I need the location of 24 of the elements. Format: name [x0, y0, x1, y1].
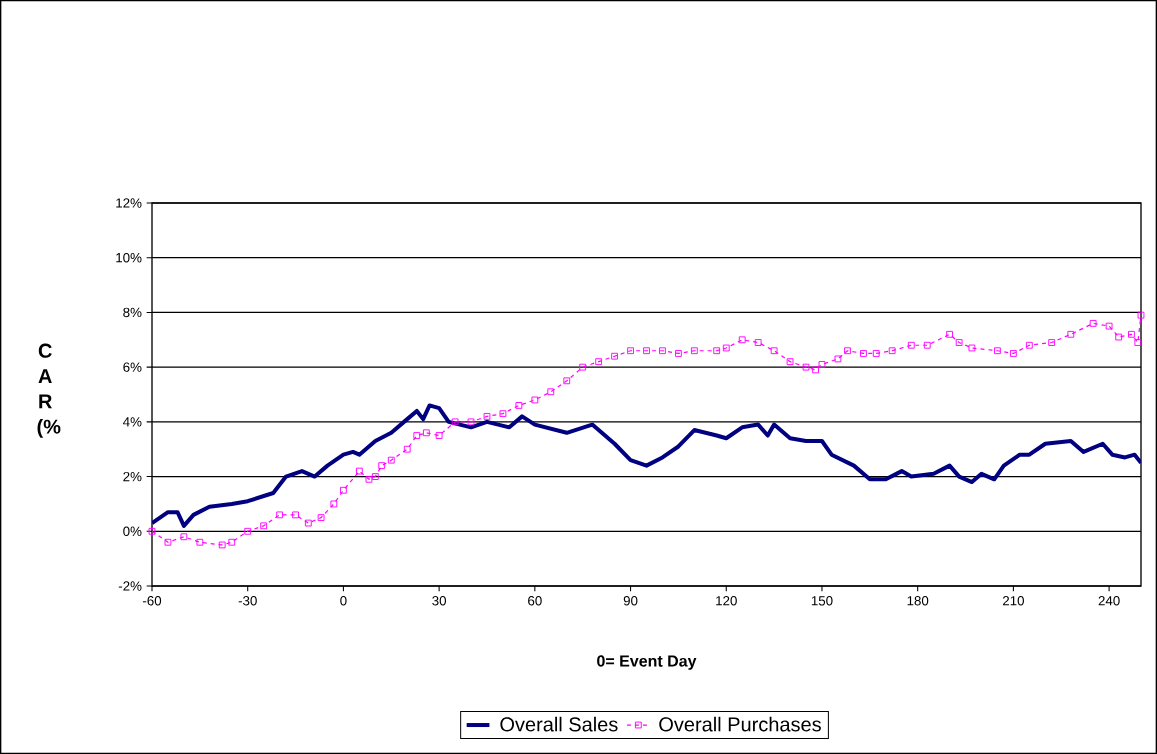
- x-tick-label: 180: [907, 596, 929, 606]
- x-tick-label: 60: [528, 596, 542, 606]
- y-tick-label: -2%: [118, 581, 142, 591]
- x-tick-label: 90: [623, 596, 638, 606]
- y-axis-title: C A R (%: [37, 343, 61, 438]
- x-axis-title: 0= Event Day: [597, 655, 697, 670]
- y-tick-label: 8%: [123, 307, 142, 318]
- x-tick-label: 0: [340, 596, 347, 606]
- line-series: [152, 403, 1141, 528]
- legend-label: Overall Purchases: [659, 716, 821, 732]
- x-tick-label: 120: [716, 596, 737, 606]
- x-tick-label: -30: [238, 596, 257, 606]
- x-tick-label: 150: [811, 596, 833, 606]
- y-tick-label: 2%: [123, 471, 142, 482]
- y-tick-label: 0%: [123, 526, 142, 536]
- x-tick-label: 240: [1098, 596, 1120, 606]
- x-tick-label: 30: [432, 596, 447, 606]
- y-tick-label: 6%: [123, 362, 142, 372]
- legend-label: Overall Sales: [500, 716, 618, 732]
- x-tick-label: 210: [1002, 596, 1024, 606]
- y-tick-label: 10%: [116, 253, 142, 263]
- y-tick-label: 12%: [116, 198, 142, 208]
- x-tick-label: -60: [142, 596, 162, 606]
- y-tick-label: 4%: [123, 417, 142, 427]
